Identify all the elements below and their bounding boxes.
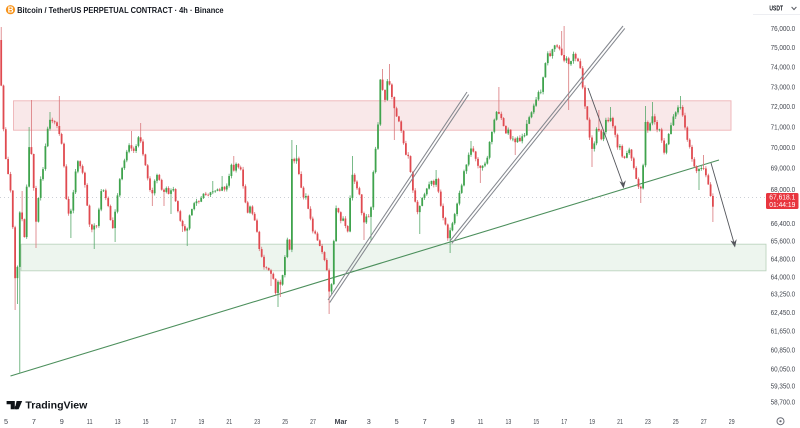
- svg-text:60,050.0: 60,050.0: [771, 365, 796, 374]
- svg-text:TradingView: TradingView: [25, 401, 87, 412]
- svg-text:69,000.0: 69,000.0: [771, 164, 796, 173]
- svg-text:66,400.0: 66,400.0: [771, 219, 796, 228]
- svg-text:70,000.0: 70,000.0: [771, 143, 796, 152]
- svg-text:9: 9: [60, 417, 64, 426]
- svg-text:76,000.0: 76,000.0: [771, 24, 796, 33]
- svg-text:9: 9: [451, 417, 455, 426]
- svg-text:11: 11: [87, 417, 93, 426]
- svg-text:B: B: [8, 6, 14, 15]
- svg-text:73,000.0: 73,000.0: [771, 82, 796, 91]
- svg-text:13: 13: [115, 417, 121, 426]
- svg-text:21: 21: [617, 417, 623, 426]
- svg-text:3: 3: [367, 417, 371, 426]
- svg-text:72,000.0: 72,000.0: [771, 102, 796, 111]
- svg-text:USDT: USDT: [769, 4, 783, 13]
- svg-text:21: 21: [226, 417, 232, 426]
- svg-text:59,350.0: 59,350.0: [771, 381, 796, 390]
- svg-text:25: 25: [282, 417, 288, 426]
- svg-text:5: 5: [4, 417, 8, 426]
- svg-text:19: 19: [589, 417, 595, 426]
- svg-text:7: 7: [423, 417, 427, 426]
- svg-text:58,700.0: 58,700.0: [771, 397, 796, 406]
- svg-text:71,000.0: 71,000.0: [771, 122, 796, 131]
- svg-text:13: 13: [506, 417, 512, 426]
- svg-text:75,000.0: 75,000.0: [771, 43, 796, 52]
- svg-text:19: 19: [199, 417, 205, 426]
- svg-text:61,650.0: 61,650.0: [771, 327, 796, 336]
- svg-text:15: 15: [533, 417, 539, 426]
- svg-text:25: 25: [673, 417, 679, 426]
- svg-text:63,250.0: 63,250.0: [771, 290, 796, 299]
- svg-text:23: 23: [645, 417, 651, 426]
- svg-text:15: 15: [143, 417, 149, 426]
- svg-text:11: 11: [478, 417, 484, 426]
- svg-text:7: 7: [32, 417, 36, 426]
- svg-text:17: 17: [171, 417, 177, 426]
- svg-text:64,000.0: 64,000.0: [771, 272, 796, 281]
- svg-text:67,618.1: 67,618.1: [769, 195, 795, 202]
- svg-text:23: 23: [254, 417, 260, 426]
- svg-text:Bitcoin / TetherUS PERPETUAL C: Bitcoin / TetherUS PERPETUAL CONTRACT · …: [17, 5, 224, 15]
- svg-text:64,800.0: 64,800.0: [771, 255, 796, 264]
- svg-text:74,000.0: 74,000.0: [771, 63, 796, 72]
- svg-text:Mar: Mar: [335, 417, 348, 426]
- svg-text:68,000.0: 68,000.0: [771, 185, 796, 194]
- svg-text:27: 27: [310, 417, 316, 426]
- svg-text:27: 27: [701, 417, 707, 426]
- svg-text:01:44:19: 01:44:19: [769, 202, 795, 209]
- svg-text:65,600.0: 65,600.0: [771, 237, 796, 246]
- svg-text:62,450.0: 62,450.0: [771, 308, 796, 317]
- svg-text:29: 29: [729, 417, 735, 426]
- svg-text:5: 5: [395, 417, 399, 426]
- svg-text:60,850.0: 60,850.0: [771, 345, 796, 354]
- svg-text:17: 17: [561, 417, 567, 426]
